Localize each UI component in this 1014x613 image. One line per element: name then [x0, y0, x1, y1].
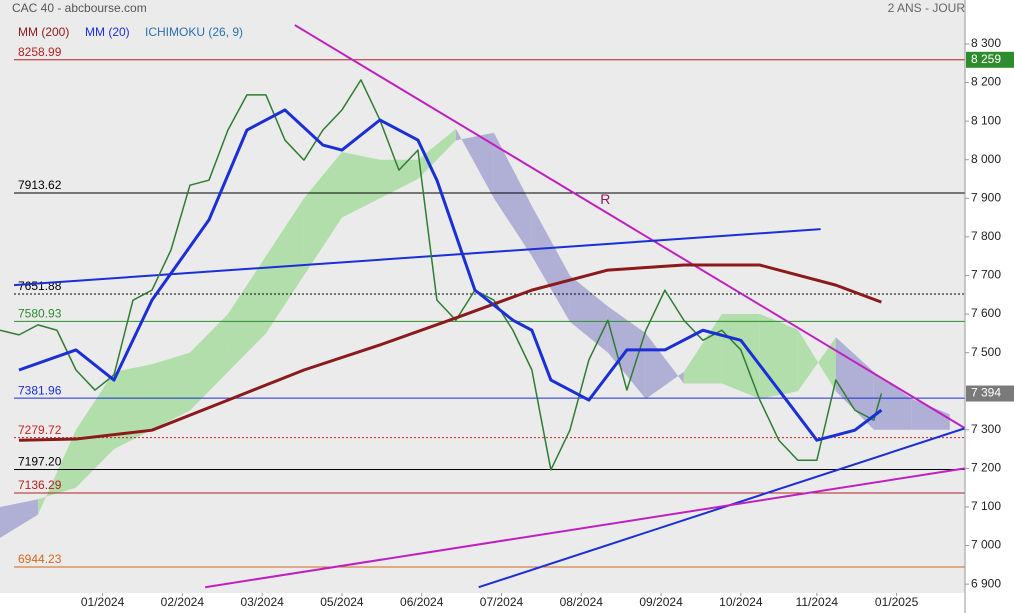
ichimoku-cloud: [151, 352, 190, 430]
level-label: 7279.72: [18, 423, 62, 437]
y-tick-label: 7 800: [971, 229, 1001, 243]
ichimoku-cloud: [75, 371, 114, 488]
y-tick-label: 8 100: [971, 113, 1001, 127]
ichimoku-cloud: [189, 314, 228, 411]
x-tick-label: 10/2024: [719, 595, 763, 609]
ichimoku-cloud: [227, 256, 266, 372]
y-tick-label: 7 700: [971, 268, 1001, 282]
y-tick-label: 8 000: [971, 152, 1001, 166]
level-label: 7197.20: [18, 455, 62, 469]
x-tick-label: 06/2024: [400, 595, 444, 609]
max-price-label: 8 259: [971, 52, 1001, 66]
level-label: 8258.99: [18, 45, 62, 59]
y-tick-label: 7 300: [971, 422, 1001, 436]
ichimoku-cloud: [417, 128, 456, 180]
x-tick-label: 05/2024: [320, 595, 364, 609]
max-price-label-box: [966, 51, 1014, 68]
y-tick-label: 7 500: [971, 345, 1001, 359]
ichimoku-cloud: [379, 159, 418, 199]
trendline: [478, 427, 966, 589]
ichimoku-cloud: [0, 499, 38, 538]
x-tick-label: 01/2025: [875, 595, 919, 609]
trendline: [205, 467, 966, 589]
ichimoku-cloud: [303, 152, 342, 276]
price-line: [0, 79, 883, 471]
y-tick-label: 7 000: [971, 538, 1001, 552]
x-tick-label: 01/2024: [81, 595, 125, 609]
level-label: 7580.93: [18, 307, 62, 321]
ichimoku-cloud: [911, 398, 950, 430]
y-tick-label: 6 900: [971, 576, 1001, 590]
y-tick-label: 8 200: [971, 75, 1001, 89]
ichimoku-cloud: [455, 128, 494, 199]
legend-entry: MM (200): [18, 25, 69, 39]
moving-average: [18, 263, 882, 442]
y-tick-label: 8 300: [971, 36, 1001, 50]
trendline: [13, 228, 821, 287]
ichimoku-cloud: [531, 206, 570, 322]
ichimoku-cloud: [493, 132, 532, 257]
legend-entry: ICHIMOKU (26, 9): [145, 25, 243, 39]
y-tick-label: 7 900: [971, 190, 1001, 204]
x-tick-label: 11/2024: [796, 595, 839, 609]
period-label: 2 ANS - JOUR: [888, 1, 966, 15]
annotation: R: [600, 191, 610, 207]
trendline: [294, 24, 966, 430]
ichimoku-cloud: [721, 314, 760, 399]
x-tick-label: 03/2024: [240, 595, 284, 609]
last-price-label-box: [966, 385, 1014, 402]
chart-title: CAC 40 - abcbourse.com: [12, 1, 147, 15]
x-tick-label: 08/2024: [560, 595, 604, 609]
level-label: 7381.96: [18, 383, 62, 397]
x-tick-label: 07/2024: [480, 595, 524, 609]
ichimoku-cloud: [797, 329, 836, 392]
ichimoku-cloud: [607, 306, 646, 399]
level-label: 7136.29: [18, 478, 62, 492]
y-tick-label: 7 200: [971, 461, 1001, 475]
ichimoku-cloud: [569, 275, 608, 353]
moving-average: [18, 108, 883, 442]
ichimoku-cloud: [341, 152, 380, 218]
x-tick-label: 09/2024: [639, 595, 683, 609]
level-label: 6944.23: [18, 552, 62, 566]
ichimoku-cloud: [113, 364, 152, 450]
legend-entry: MM (20): [85, 25, 130, 39]
last-price-label: 7 394: [971, 386, 1001, 400]
ichimoku-cloud: [835, 337, 874, 430]
x-tick-label: 02/2024: [161, 595, 205, 609]
y-tick-label: 7 600: [971, 306, 1001, 320]
level-label: 7913.62: [18, 178, 62, 192]
y-tick-label: 7 100: [971, 499, 1001, 513]
ichimoku-cloud: [873, 371, 912, 430]
